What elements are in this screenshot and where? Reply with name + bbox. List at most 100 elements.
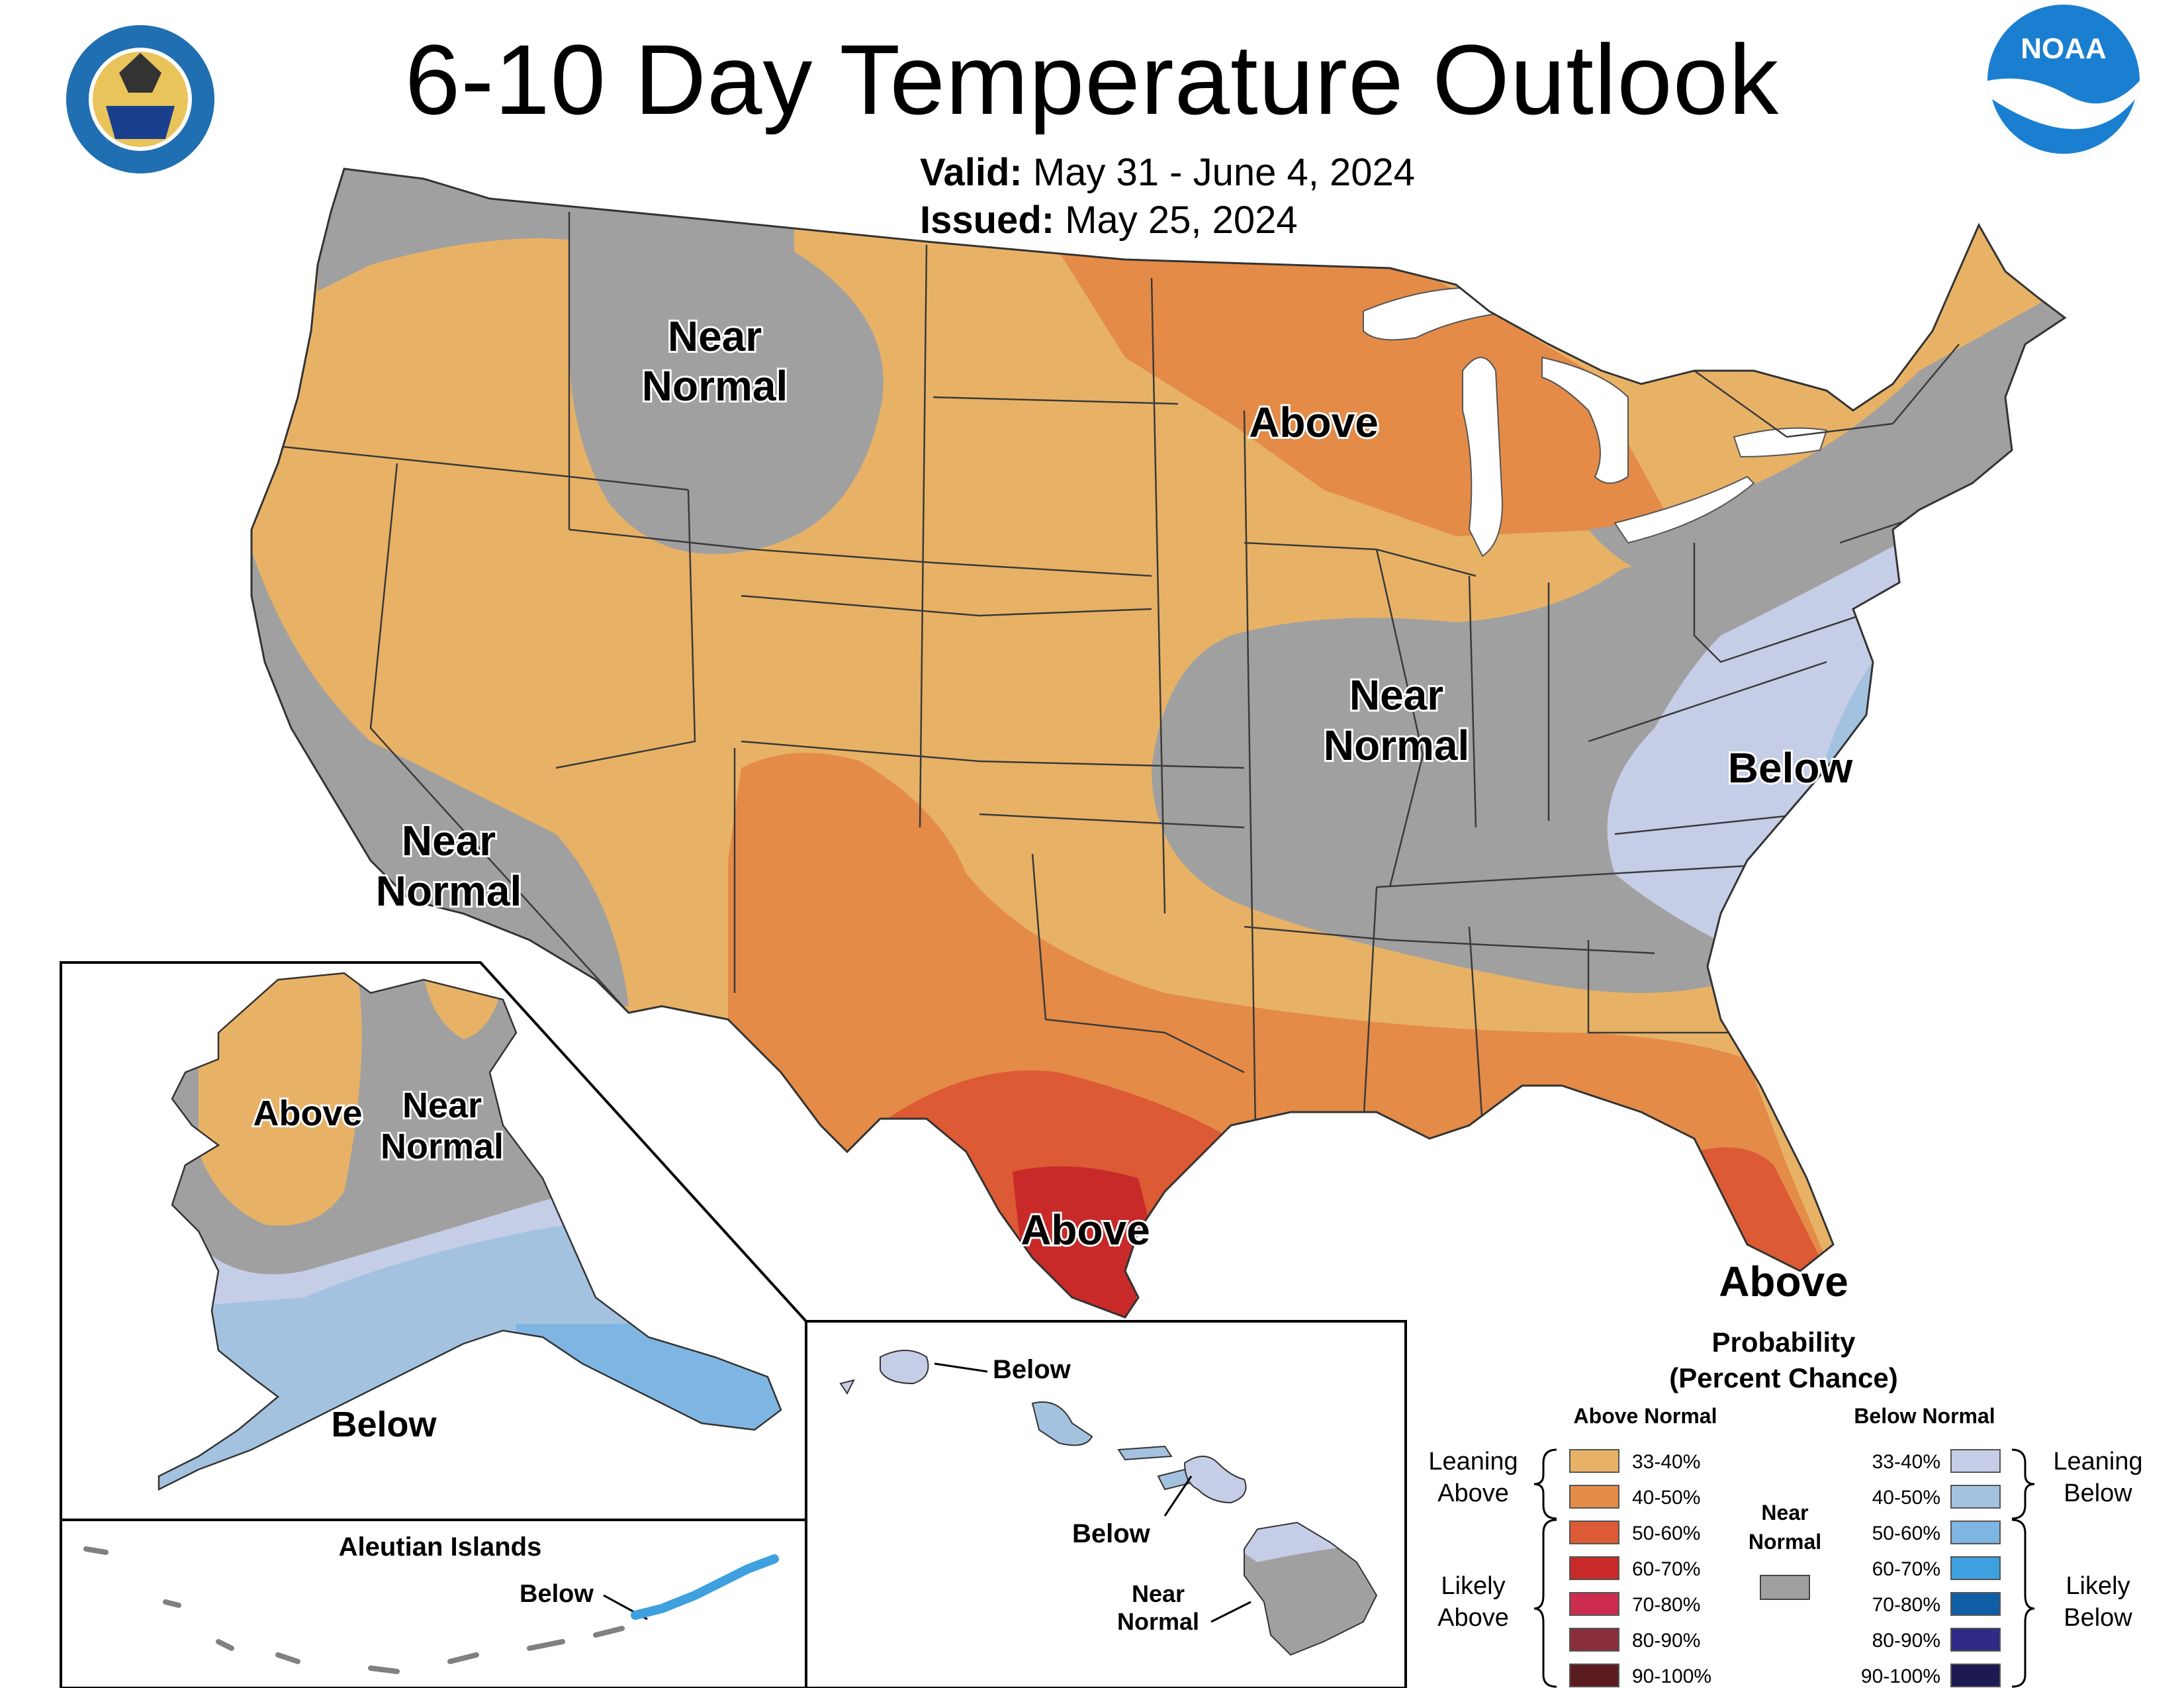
alaska-inset: Above Near Normal Below [60, 961, 807, 1521]
legend-leaning-below-1: Leaning [2053, 1448, 2142, 1476]
upper-midwest-above-area [1059, 252, 1668, 536]
legend-above-swatch-3 [1569, 1556, 1619, 1580]
maui-island [1183, 1456, 1247, 1504]
hi-leader-line-3 [1210, 1601, 1251, 1623]
noaa-text: NOAA [2021, 32, 2107, 65]
hi-leader-line-1 [934, 1362, 988, 1373]
legend-leaning-below-2: Below [2064, 1479, 2132, 1507]
legend-likely-above-2: Above [1437, 1604, 1509, 1632]
legend-below-swatch-2 [1950, 1521, 2001, 1544]
valid-label: Valid: [920, 151, 1023, 194]
legend-near-swatch [1760, 1575, 1810, 1600]
legend-above-label-3: 60-70% [1632, 1558, 1700, 1580]
ak-near-label-1: Near [402, 1086, 482, 1125]
legend-below-label-5: 80-90% [1872, 1630, 1940, 1652]
legend-title-2: (Percent Chance) [1669, 1362, 1897, 1393]
legend-above-label-6: 90-100% [1632, 1665, 1711, 1687]
legend-near-label-1: Near [1761, 1501, 1808, 1524]
aleutian-below-label: Below [520, 1580, 594, 1608]
conus-outline [250, 167, 2067, 1319]
midsouth-near-normal-area [1152, 410, 2065, 993]
nw-near-label-2: Normal [642, 362, 788, 410]
commerce-seal [66, 25, 214, 173]
legend-above-swatch-6 [1569, 1664, 1619, 1687]
legend-brace-likely-below [2011, 1519, 2035, 1688]
ak-near-label-2: Normal [381, 1127, 504, 1166]
legend-above-swatch-0 [1569, 1449, 1619, 1473]
legend-below-label-1: 40-50% [1872, 1487, 1940, 1509]
legend-above-swatch-5 [1569, 1628, 1619, 1652]
big-island-outline [1244, 1521, 1378, 1656]
map-title: 6-10 Day Temperature Outlook [404, 24, 1780, 135]
florida-above-label: Above [1719, 1258, 1848, 1305]
legend-brace-leaning-below [2011, 1448, 2035, 1520]
legend-above-label-4: 70-80% [1632, 1594, 1700, 1616]
legend-likely-below-1: Likely [2066, 1572, 2130, 1600]
issued-value: May 25, 2024 [1065, 199, 1298, 242]
hawaii-below-label-1: Below [993, 1355, 1071, 1384]
upper-midwest-above-label: Above [1249, 399, 1379, 446]
issued-date: Issued: May 25, 2024 [920, 199, 1298, 242]
ak-below-label: Below [331, 1405, 437, 1444]
sw-near-label-1: Near [402, 817, 496, 865]
hawaii-near-label-1: Near [1132, 1580, 1185, 1607]
niihau-island [839, 1379, 855, 1395]
molokai-island [1117, 1445, 1173, 1461]
legend-below-label-6: 90-100% [1861, 1665, 1940, 1687]
valid-value: May 31 - June 4, 2024 [1032, 151, 1415, 194]
legend-below-swatches: 33-40% 40-50% 50-60% 60-70% 70-80% 80-90% 90-1… [1861, 1449, 2001, 1687]
legend-below-swatch-6 [1950, 1664, 2001, 1687]
legend-above-swatch-2 [1569, 1521, 1619, 1544]
legend-above-label-5: 80-90% [1632, 1630, 1700, 1652]
legend-brace-likely-above [1533, 1519, 1557, 1688]
lake-huron [1541, 356, 1629, 484]
noaa-logo: NOAA [1987, 5, 2140, 157]
aleutian-inset: Aleutian Islands Below [60, 1519, 807, 1688]
legend-brace-leaning-above [1533, 1448, 1557, 1520]
ak-above-label: Above [253, 1094, 362, 1133]
alaska-outline [158, 972, 782, 1491]
legend-below-swatch-0 [1950, 1449, 2001, 1473]
lake-michigan [1462, 357, 1504, 557]
texas-above-label: Above [1021, 1206, 1150, 1254]
legend-above-swatch-1 [1569, 1485, 1619, 1509]
legend-below-swatch-3 [1950, 1556, 2001, 1580]
legend-above-swatch-4 [1569, 1592, 1619, 1616]
legend-above-label-1: 40-50% [1632, 1487, 1700, 1509]
legend-below-swatch-1 [1950, 1485, 2001, 1509]
legend-below-label-3: 60-70% [1872, 1558, 1940, 1580]
issued-label: Issued: [920, 199, 1055, 242]
legend-likely-above-1: Likely [1441, 1572, 1505, 1600]
legend-below-label-4: 70-80% [1872, 1594, 1940, 1616]
oahu-island [1031, 1401, 1093, 1446]
nw-near-label-1: Near [668, 312, 762, 360]
legend-below-label-0: 33-40% [1872, 1451, 1940, 1473]
legend-above-label-2: 50-60% [1632, 1523, 1700, 1544]
legend-above-header: Above Normal [1574, 1404, 1717, 1428]
legend-leaning-above-1: Leaning [1428, 1448, 1518, 1476]
conus-map [251, 169, 2065, 1317]
aleutian-title: Aleutian Islands [339, 1532, 542, 1562]
sw-near-label-2: Normal [376, 867, 522, 915]
midsouth-near-label-2: Normal [1324, 722, 1470, 769]
hawaii-below-label-2: Below [1072, 1519, 1151, 1548]
valid-dates: Valid: May 31 - June 4, 2024 [920, 151, 1415, 195]
nw-near-normal-area [569, 238, 884, 554]
east-below-label: Below [1728, 744, 1853, 792]
legend: Probability (Percent Chance) Above Norma… [1428, 1327, 2143, 1688]
hawaii-near-label-2: Normal [1117, 1608, 1199, 1635]
hawaii-inset: Below Below Near Normal [805, 1320, 1407, 1688]
midsouth-near-label-1: Near [1349, 671, 1443, 719]
legend-below-label-2: 50-60% [1872, 1523, 1940, 1544]
aleutian-islands-below [631, 1554, 779, 1620]
aleutian-islands-west [83, 1546, 625, 1674]
legend-likely-below-2: Below [2064, 1604, 2132, 1632]
legend-title-1: Probability [1711, 1327, 1856, 1358]
legend-above-swatches: 33-40% 40-50% 50-60% 60-70% 70-80% 80-90% 90-1… [1569, 1449, 1711, 1687]
legend-below-swatch-5 [1950, 1628, 2001, 1652]
legend-below-swatch-4 [1950, 1592, 2001, 1616]
legend-near-label-2: Normal [1749, 1530, 1821, 1554]
legend-above-label-0: 33-40% [1632, 1451, 1700, 1473]
legend-below-header: Below Normal [1854, 1404, 1995, 1428]
